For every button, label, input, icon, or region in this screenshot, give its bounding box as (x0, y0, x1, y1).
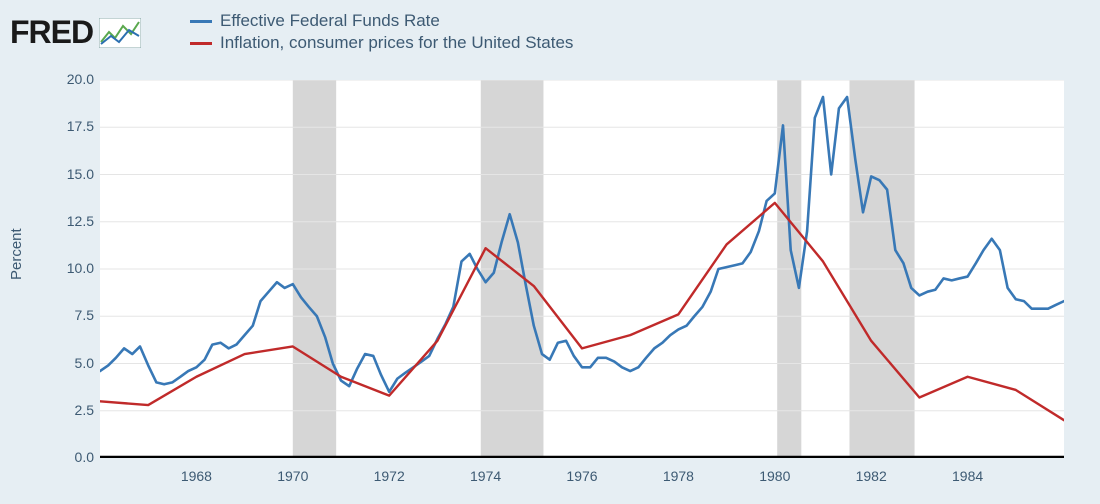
x-tick-label: 1984 (952, 468, 983, 484)
chart-plot-area (100, 80, 1064, 458)
legend-swatch-1 (190, 20, 212, 23)
fred-logo: FRED (10, 14, 141, 51)
y-tick-label: 15.0 (50, 166, 94, 182)
y-tick-label: 5.0 (50, 355, 94, 371)
x-tick-label: 1974 (470, 468, 501, 484)
y-tick-label: 0.0 (50, 449, 94, 465)
x-tick-label: 1968 (181, 468, 212, 484)
y-tick-label: 12.5 (50, 213, 94, 229)
legend-swatch-2 (190, 42, 212, 45)
logo-chart-icon (99, 18, 141, 48)
x-tick-label: 1978 (663, 468, 694, 484)
x-tick-label: 1980 (759, 468, 790, 484)
y-tick-label: 10.0 (50, 260, 94, 276)
y-tick-label: 20.0 (50, 71, 94, 87)
x-tick-label: 1976 (566, 468, 597, 484)
x-tick-label: 1982 (856, 468, 887, 484)
y-tick-label: 17.5 (50, 118, 94, 134)
legend-label-2: Inflation, consumer prices for the Unite… (220, 32, 573, 54)
y-tick-label: 2.5 (50, 402, 94, 418)
x-tick-label: 1972 (374, 468, 405, 484)
chart-legend: Effective Federal Funds Rate Inflation, … (190, 10, 573, 54)
y-axis-label: Percent (8, 228, 25, 280)
logo-text: FRED (10, 14, 93, 51)
legend-item-series1: Effective Federal Funds Rate (190, 10, 573, 32)
legend-label-1: Effective Federal Funds Rate (220, 10, 440, 32)
legend-item-series2: Inflation, consumer prices for the Unite… (190, 32, 573, 54)
y-tick-label: 7.5 (50, 307, 94, 323)
x-tick-label: 1970 (277, 468, 308, 484)
